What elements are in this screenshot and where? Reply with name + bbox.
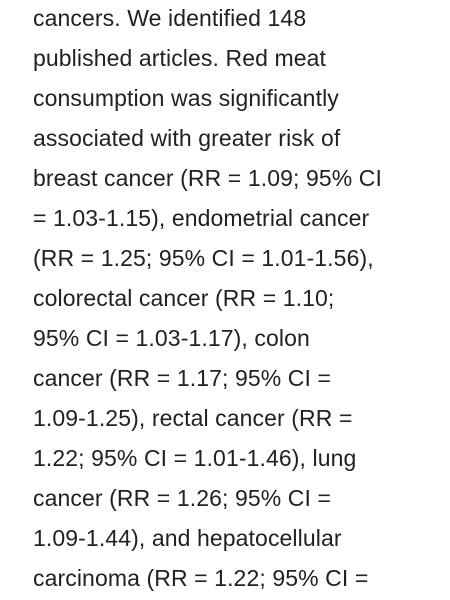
text-line: associated with greater risk of bbox=[33, 125, 341, 151]
text-line: 95% CI = 1.03-1.17), colon bbox=[33, 325, 310, 351]
text-line: 1.09-1.25), rectal cancer (RR = bbox=[33, 405, 353, 431]
text-line: breast cancer (RR = 1.09; 95% CI bbox=[33, 165, 382, 191]
text-line: colorectal cancer (RR = 1.10; bbox=[33, 285, 335, 311]
text-line: carcinoma (RR = 1.22; 95% CI = bbox=[33, 565, 369, 591]
text-line: cancers. We identified 148 bbox=[33, 5, 307, 31]
text-line: 1.09-1.44), and hepatocellular bbox=[33, 525, 342, 551]
text-line: cancer (RR = 1.17; 95% CI = bbox=[33, 365, 332, 391]
text-line: 1.22; 95% CI = 1.01-1.46), lung bbox=[33, 445, 357, 471]
text-line: cancer (RR = 1.26; 95% CI = bbox=[33, 485, 332, 511]
text-line: = 1.03-1.15), endometrial cancer bbox=[33, 205, 370, 231]
text-line: consumption was significantly bbox=[33, 85, 339, 111]
text-line: (RR = 1.25; 95% CI = 1.01-1.56), bbox=[33, 245, 374, 271]
text-line: published articles. Red meat bbox=[33, 45, 327, 71]
